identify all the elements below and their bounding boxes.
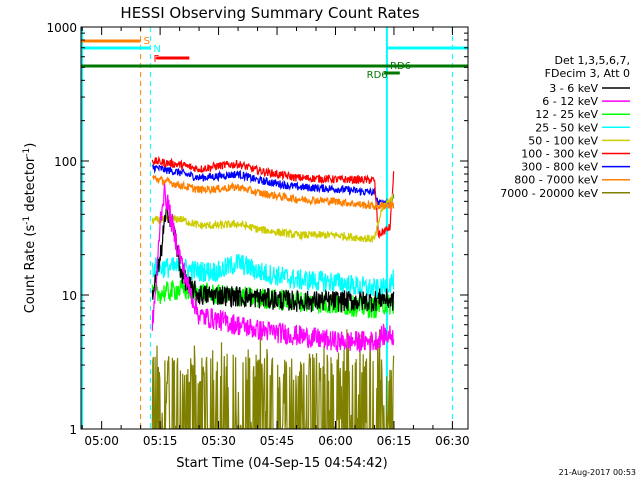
- legend-label-2: 12 - 25 keV: [535, 108, 598, 121]
- flag-label-rd6-a: RD6: [390, 61, 411, 72]
- legend-label-1: 6 - 12 keV: [542, 95, 598, 108]
- flag-label-f: F: [153, 54, 159, 65]
- y-axis: 1 10 100 1000: [46, 21, 468, 437]
- y-axis-label-main: Count Rate (s: [23, 225, 38, 314]
- series-line-5: [151, 155, 395, 240]
- plot-frame: [80, 26, 469, 430]
- series-line-0: [151, 205, 395, 314]
- legend: Det 1,3,5,6,7, FDecim 3, Att 0 3 - 6 keV…: [500, 54, 630, 200]
- flag-label-s: S: [144, 36, 150, 47]
- y-axis-label: Count Rate (s-1 detector-1): [22, 143, 38, 314]
- series-line-1: [151, 183, 395, 353]
- x-tick-label-5: 06:15: [377, 434, 412, 448]
- x-tick-label-1: 05:15: [143, 434, 178, 448]
- legend-label-7: 800 - 7000 keV: [514, 174, 598, 187]
- legend-header-2: FDecim 3, Att 0: [545, 67, 630, 80]
- legend-label-4: 50 - 100 keV: [528, 134, 598, 147]
- legend-label-5: 100 - 300 keV: [521, 148, 598, 161]
- x-tick-label-3: 05:45: [260, 434, 295, 448]
- x-axis-label: Start Time (04-Sep-15 04:54:42): [176, 456, 387, 471]
- flag-label-rd6-b: RD6: [367, 70, 388, 81]
- x-tick-label-4: 06:00: [318, 434, 353, 448]
- x-tick-label-0: 05:00: [84, 434, 119, 448]
- y-tick-label-2: 100: [54, 155, 77, 169]
- y-tick-label-3: 1000: [46, 21, 77, 35]
- y-axis-label-sup1: -1: [22, 216, 32, 225]
- series-line-4: [151, 193, 395, 243]
- legend-label-6: 300 - 800 keV: [521, 161, 598, 174]
- footer-timestamp: 21-Aug-2017 00:53: [559, 468, 636, 477]
- y-tick-label-0: 1: [69, 423, 77, 437]
- legend-header-1: Det 1,3,5,6,7,: [554, 54, 630, 67]
- series-line-6: [152, 164, 395, 208]
- series-line-3: [151, 253, 395, 300]
- legend-label-8: 7000 - 20000 keV: [500, 187, 598, 200]
- y-tick-label-1: 10: [62, 289, 77, 303]
- x-tick-label-2: 05:30: [201, 434, 236, 448]
- legend-label-0: 3 - 6 keV: [549, 82, 598, 95]
- y-axis-label-sup2: -1: [22, 148, 32, 157]
- flag-label-n: N: [153, 44, 160, 55]
- chart-title: HESSI Observing Summary Count Rates: [120, 4, 419, 22]
- legend-label-3: 25 - 50 keV: [535, 121, 598, 134]
- y-axis-label-mid: detector: [23, 156, 38, 216]
- series-line-7: [151, 174, 395, 211]
- x-tick-label-6: 06:30: [435, 434, 470, 448]
- x-axis: 05:00 05:15 05:30 05:45 06:00 06:15 06:30: [81, 27, 470, 448]
- y-axis-label-end: ): [23, 143, 38, 148]
